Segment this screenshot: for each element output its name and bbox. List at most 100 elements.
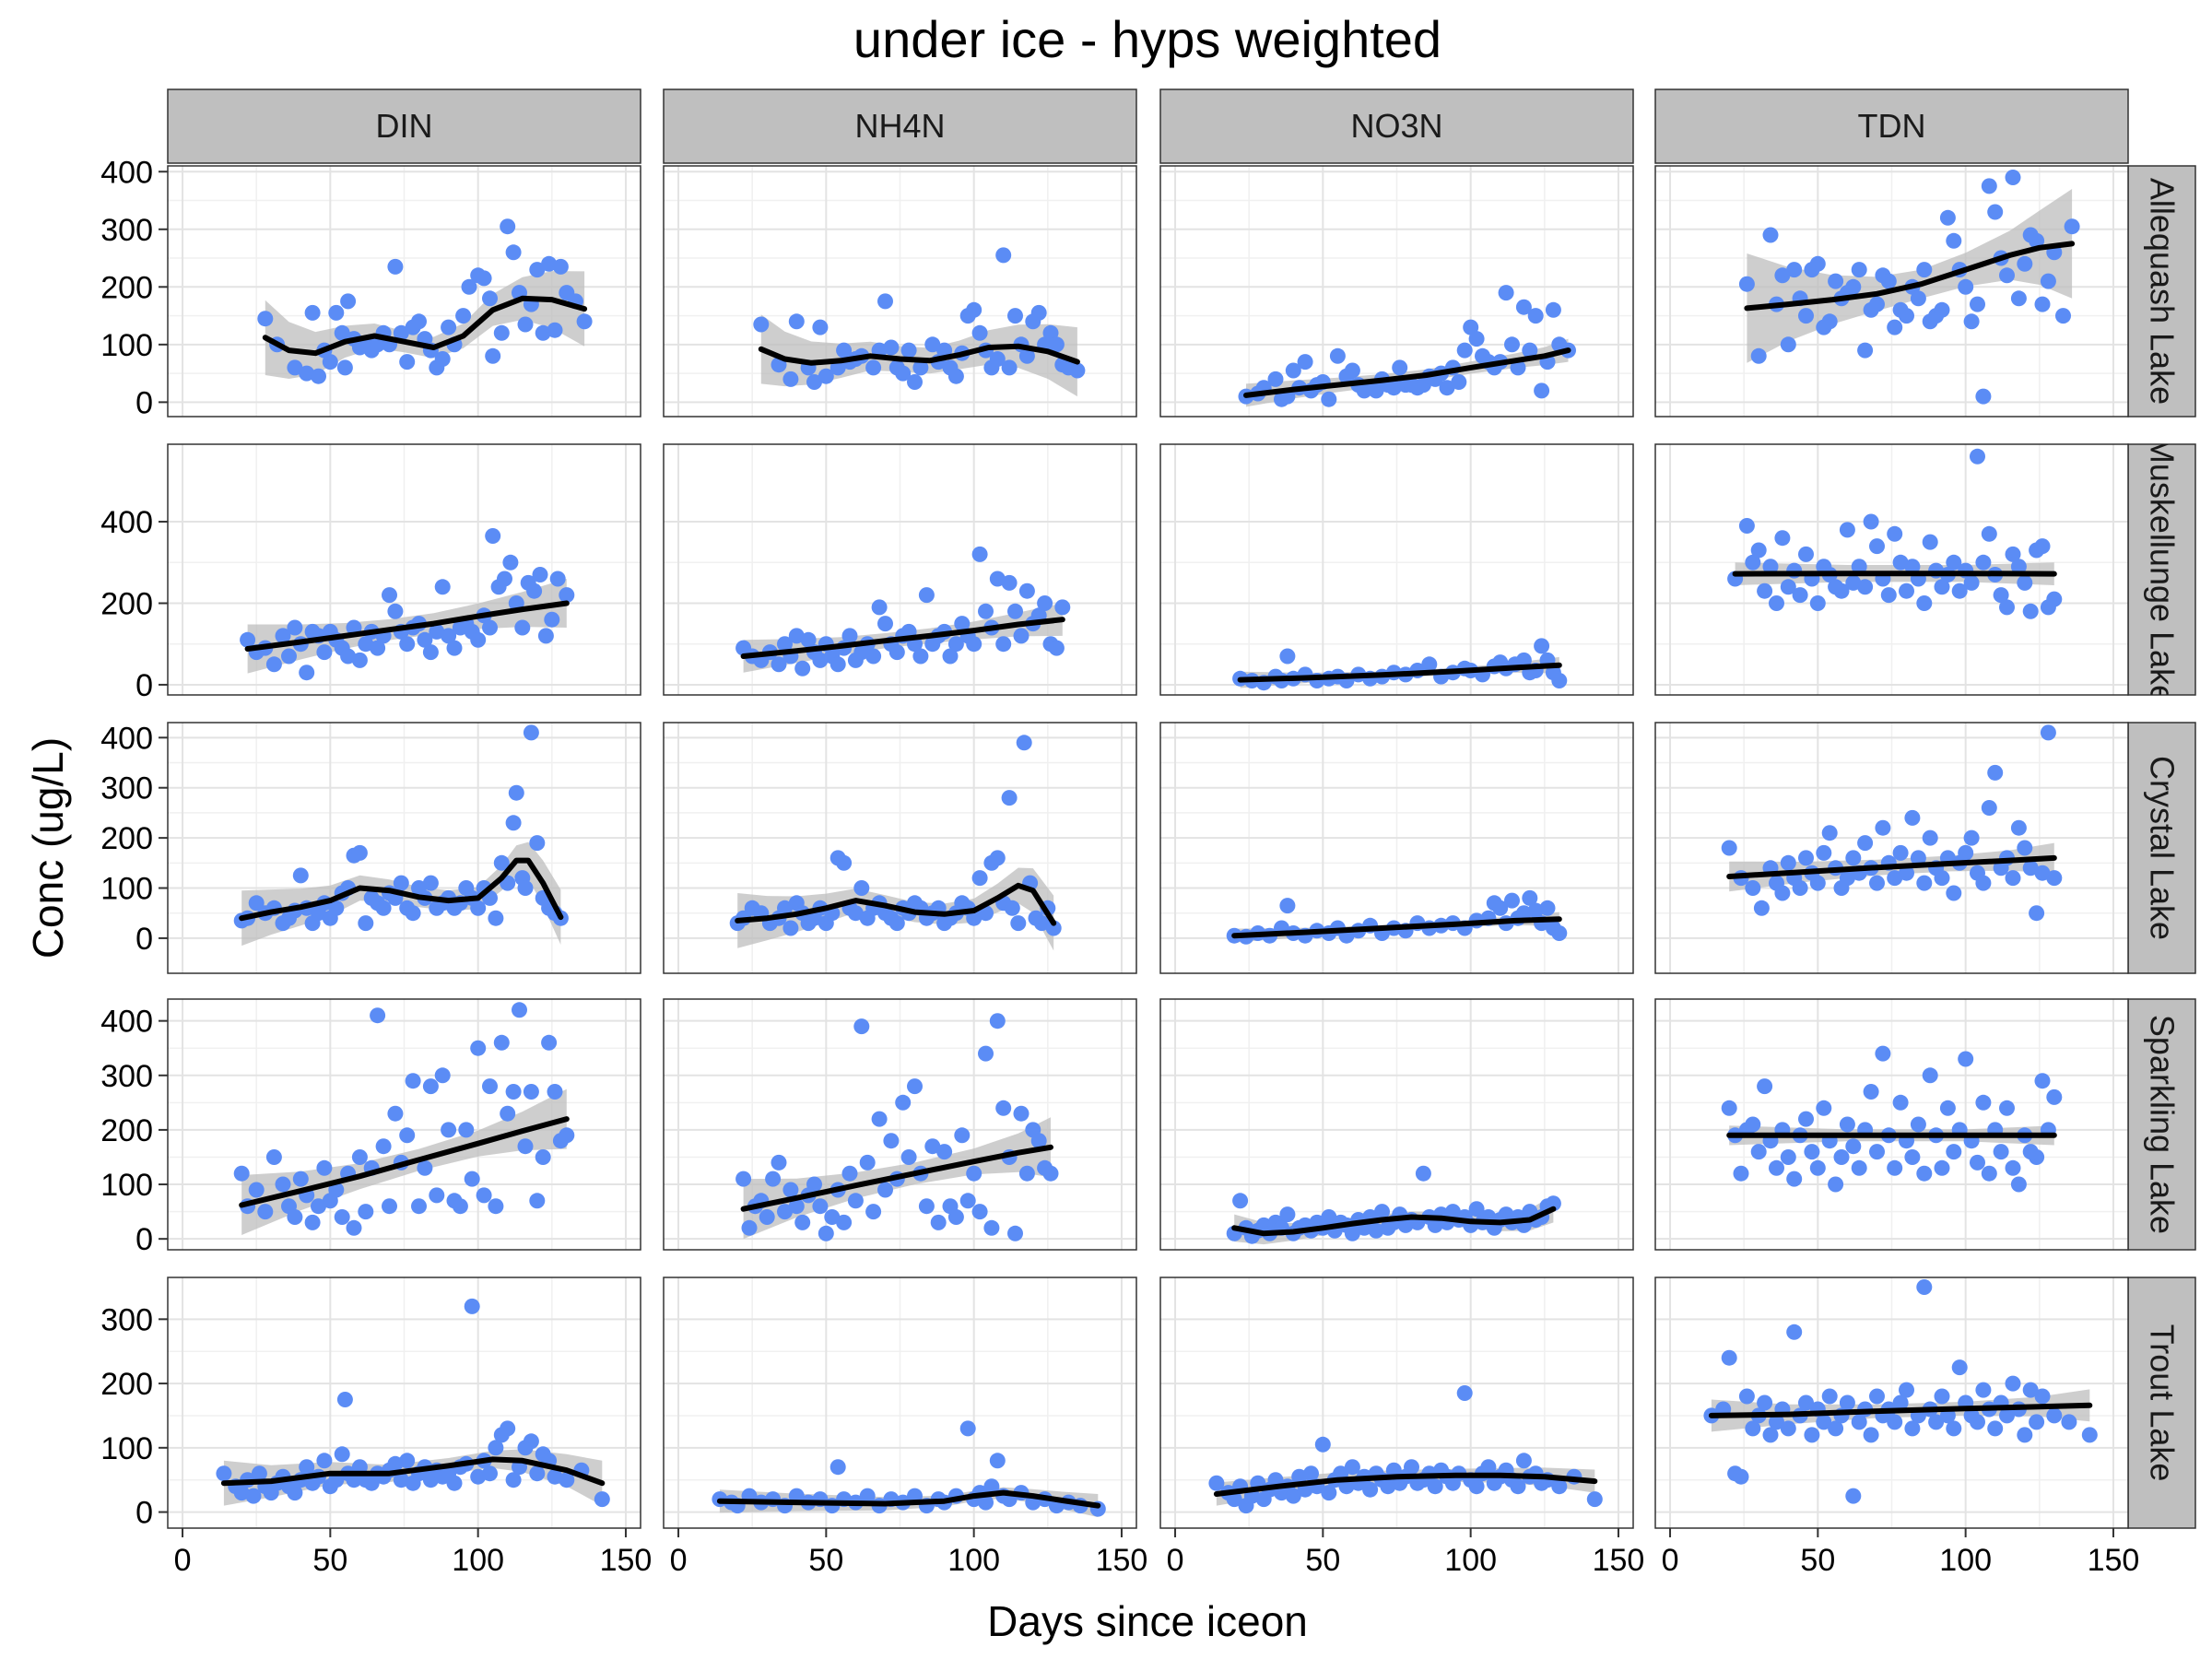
data-point	[470, 631, 487, 648]
data-point	[859, 1488, 876, 1504]
data-point	[526, 582, 543, 599]
data-point	[971, 1204, 988, 1220]
panel-border	[663, 1277, 1137, 1529]
data-point	[1946, 554, 1962, 571]
data-point	[517, 1138, 534, 1155]
x-tick-label: 50	[1800, 1543, 1835, 1578]
data-point	[1809, 255, 1826, 272]
data-point	[2022, 603, 2039, 619]
data-point	[959, 1193, 976, 1209]
data-point	[900, 342, 917, 359]
data-point	[434, 579, 451, 595]
data-point	[1934, 870, 1950, 887]
data-point	[1987, 1420, 2004, 1437]
data-point	[299, 1459, 315, 1476]
data-point	[830, 656, 846, 673]
panel-border	[1159, 1277, 1634, 1529]
data-point	[1887, 1159, 1903, 1176]
data-point	[358, 636, 374, 653]
data-point	[1946, 1144, 1962, 1160]
data-point	[535, 1149, 551, 1165]
data-point	[1001, 359, 1018, 376]
y-tick-label: 400	[100, 505, 153, 540]
data-point	[753, 316, 770, 333]
data-point	[1910, 290, 1926, 307]
data-point	[1970, 1154, 1985, 1171]
data-point	[1030, 1133, 1047, 1149]
data-point	[370, 336, 386, 353]
panel-data	[1727, 448, 2063, 619]
panel	[168, 999, 641, 1250]
panel	[168, 723, 641, 973]
trend-line	[220, 1456, 606, 1487]
data-point	[500, 1105, 516, 1122]
data-point	[1999, 267, 2015, 284]
data-point	[2022, 1382, 2039, 1398]
data-point	[434, 1067, 451, 1084]
data-point	[1492, 900, 1509, 916]
data-point	[322, 354, 338, 371]
y-tick-label: 300	[100, 1059, 153, 1094]
data-point	[2010, 1176, 2027, 1193]
data-point	[1468, 1201, 1485, 1218]
panel-border	[1654, 722, 2129, 974]
row-strip-label: Muskellunge Lake	[2144, 436, 2182, 703]
data-point	[907, 1078, 923, 1095]
x-tick-label: 50	[808, 1543, 843, 1578]
data-point	[1857, 579, 1874, 595]
data-point	[370, 640, 386, 656]
data-point	[1869, 875, 1885, 891]
data-point	[482, 1465, 498, 1482]
data-point	[1321, 391, 1337, 407]
data-point	[1054, 599, 1071, 616]
data-point	[1798, 1111, 1814, 1127]
data-point	[532, 567, 548, 582]
data-point	[1975, 1094, 1992, 1111]
y-tick-label: 100	[100, 1168, 153, 1203]
strip-nh4n	[663, 88, 1137, 164]
data-point	[393, 1472, 409, 1488]
data-point	[1828, 273, 1844, 289]
data-point	[482, 290, 498, 307]
data-point	[841, 1165, 858, 1182]
data-point	[1892, 1094, 1909, 1111]
data-point	[966, 301, 982, 318]
data-point	[954, 616, 971, 632]
data-point	[989, 1453, 1006, 1469]
x-tick-label: 0	[1167, 1543, 1184, 1578]
x-tick-label: 0	[1662, 1543, 1679, 1578]
row-strip-label: Sparkling Lake	[2144, 1015, 2182, 1234]
data-point	[2046, 1407, 2063, 1424]
data-point	[1899, 582, 1914, 599]
data-point	[1780, 579, 1796, 595]
data-point	[1939, 209, 1956, 226]
data-point	[1845, 278, 1862, 295]
data-point	[1769, 1414, 1784, 1430]
data-point	[1303, 1465, 1319, 1482]
data-point	[1963, 830, 1980, 846]
data-point	[1922, 1067, 1938, 1084]
data-point	[1545, 1195, 1561, 1212]
x-tick-label: 150	[600, 1543, 653, 1578]
data-point	[1798, 1394, 1814, 1411]
panel-border	[1159, 443, 1634, 696]
data-point	[947, 636, 964, 653]
data-point	[836, 1214, 853, 1230]
data-point	[1329, 347, 1346, 364]
data-point	[1993, 1144, 2009, 1160]
data-point	[1934, 301, 1950, 318]
data-point	[2005, 546, 2021, 562]
data-point	[422, 1078, 439, 1095]
x-tick-label: 100	[1939, 1543, 1992, 1578]
data-point	[883, 339, 900, 356]
data-point	[1869, 296, 1885, 312]
data-point	[1762, 559, 1779, 575]
data-point	[1314, 1436, 1331, 1453]
row-strip-label: Crystal Lake	[2144, 756, 2182, 940]
data-point	[334, 1446, 350, 1463]
trend-line	[1243, 347, 1571, 398]
data-point	[777, 900, 793, 916]
data-point	[1745, 880, 1761, 896]
panel-data	[1738, 170, 2080, 405]
data-point	[930, 1214, 947, 1230]
